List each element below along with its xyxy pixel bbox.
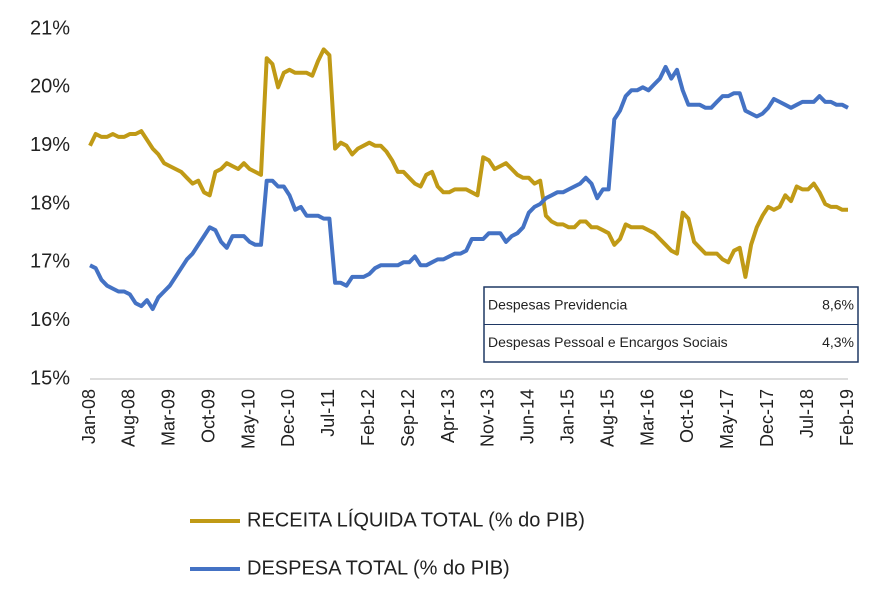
series-line [88, 47, 848, 279]
x-tick-label: Jul-11 [318, 389, 338, 437]
table-cell: 8,6% [822, 296, 854, 312]
x-tick-label: Feb-12 [358, 389, 378, 446]
series-line [89, 64, 849, 311]
y-tick-label: 15% [30, 367, 70, 389]
x-tick-label: Feb-19 [837, 389, 857, 446]
x-tick-label: May-10 [238, 389, 258, 449]
x-tick-label: Oct-16 [677, 389, 697, 443]
y-tick-label: 17% [30, 251, 70, 273]
y-tick-label: 16% [30, 309, 70, 331]
legend-label: RECEITA LÍQUIDA TOTAL (% do PIB) [247, 508, 585, 531]
x-tick-label: Oct-09 [198, 389, 218, 443]
x-tick-label: Jul-18 [797, 389, 817, 438]
x-tick-label: Aug-08 [119, 389, 139, 447]
x-tick-label: Aug-15 [597, 389, 617, 447]
y-tick-label: 19% [30, 134, 70, 156]
x-tick-label: May-17 [717, 389, 737, 449]
x-tick-label: Nov-13 [478, 389, 498, 447]
table-cell: 4,3% [822, 334, 854, 350]
x-tick-label: Jan-15 [557, 389, 577, 444]
x-tick-label: Apr-13 [438, 389, 458, 443]
x-tick-label: Mar-16 [637, 389, 657, 446]
table-cell: Despesas Previdencia [488, 296, 628, 312]
table-cell: Despesas Pessoal e Encargos Sociais [488, 334, 728, 350]
x-tick-label: Jan-08 [79, 389, 99, 444]
x-tick-label: Dec-10 [278, 389, 298, 447]
x-tick-label: Jun-14 [518, 389, 538, 444]
x-tick-label: Sep-12 [398, 389, 418, 447]
legend-label: DESPESA TOTAL (% do PIB) [247, 557, 510, 579]
x-tick-label: Mar-09 [159, 389, 179, 446]
x-tick-label: Dec-17 [757, 389, 777, 447]
y-tick-label: 21% [30, 17, 70, 39]
y-tick-label: 18% [30, 192, 70, 214]
y-tick-label: 20% [30, 76, 70, 98]
